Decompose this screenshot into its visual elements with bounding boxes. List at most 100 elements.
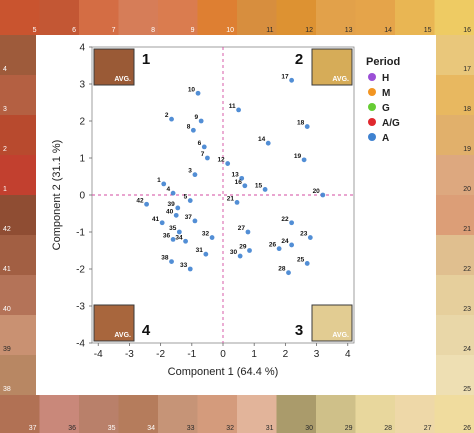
point-label: 29 xyxy=(239,244,247,251)
swatch-chip xyxy=(39,0,79,35)
legend-label: G xyxy=(382,103,390,114)
point-label: 31 xyxy=(196,247,204,254)
point-label: 1 xyxy=(157,177,161,184)
swatch-number: 42 xyxy=(3,226,11,233)
swatch-number: 25 xyxy=(463,386,471,393)
swatch-chip xyxy=(395,395,435,433)
data-point xyxy=(201,144,207,150)
swatch-number: 30 xyxy=(305,425,313,432)
x-tick-label: 3 xyxy=(314,349,320,360)
point-label: 38 xyxy=(161,255,169,262)
swatch-chip xyxy=(434,395,474,433)
y-tick-label: -2 xyxy=(76,265,85,276)
data-point xyxy=(304,124,310,129)
point-label: 15 xyxy=(255,182,263,189)
swatch-number: 39 xyxy=(3,346,11,353)
swatch-chip xyxy=(436,75,474,115)
swatch-number: 26 xyxy=(463,425,471,432)
point-label: 17 xyxy=(281,73,289,80)
data-point xyxy=(169,116,174,122)
x-tick-label: 4 xyxy=(345,349,351,360)
data-point xyxy=(187,266,193,272)
swatch-number: 15 xyxy=(424,27,432,34)
swatch-chip xyxy=(436,235,474,275)
data-point xyxy=(195,90,201,96)
swatch-chip xyxy=(197,0,237,35)
point-label: 16 xyxy=(235,179,243,186)
quadrant-number: 2 xyxy=(295,51,303,68)
data-point xyxy=(245,229,251,235)
swatch-number: 16 xyxy=(463,27,471,34)
y-tick-label: 4 xyxy=(79,43,85,54)
swatch-chip xyxy=(276,0,316,35)
swatch-number: 21 xyxy=(463,226,471,233)
swatch-number: 32 xyxy=(226,425,234,432)
swatch-chip xyxy=(0,235,36,275)
swatch-chip xyxy=(316,0,356,35)
point-label: 7 xyxy=(201,151,205,158)
swatch-number: 28 xyxy=(384,425,392,432)
x-tick-label: 0 xyxy=(220,349,226,360)
data-point xyxy=(289,242,295,248)
swatch-chip xyxy=(0,315,36,355)
data-point xyxy=(286,270,291,276)
quadrant-avg-swatch xyxy=(93,48,135,86)
data-point xyxy=(320,192,326,198)
point-label: 10 xyxy=(188,86,196,93)
point-label: 36 xyxy=(163,232,171,239)
swatch-number: 33 xyxy=(187,425,195,432)
data-point xyxy=(205,155,210,161)
point-label: 13 xyxy=(231,171,239,178)
point-label: 11 xyxy=(229,103,236,110)
swatch-chip xyxy=(0,195,36,235)
data-point xyxy=(242,183,248,189)
data-point xyxy=(144,201,149,207)
data-point xyxy=(183,238,188,244)
quadrant-avg-swatch xyxy=(311,48,353,86)
data-point xyxy=(203,251,209,257)
swatch-number: 37 xyxy=(29,425,37,432)
point-label: 28 xyxy=(278,266,286,273)
swatch-chip xyxy=(436,315,474,355)
swatch-number: 12 xyxy=(305,27,313,34)
swatch-number: 2 xyxy=(3,146,7,153)
data-point xyxy=(169,259,174,264)
swatch-number: 22 xyxy=(463,266,471,273)
point-label: 24 xyxy=(281,238,289,245)
point-label: 19 xyxy=(294,153,302,160)
swatch-chip xyxy=(436,275,474,315)
swatch-number: 34 xyxy=(147,425,155,432)
x-tick-label: -4 xyxy=(94,349,103,360)
legend-label: A/G xyxy=(382,118,400,129)
swatch-number: 29 xyxy=(345,425,353,432)
point-label: 35 xyxy=(169,225,177,232)
quadrant-avg-swatch xyxy=(311,304,353,342)
data-point xyxy=(175,205,181,211)
swatch-chip xyxy=(0,355,36,395)
swatch-chip xyxy=(276,395,316,433)
point-label: 32 xyxy=(202,231,210,238)
y-tick-label: 3 xyxy=(79,80,85,91)
y-axis-label: Component 2 (31.1 %) xyxy=(51,140,63,251)
data-point xyxy=(234,200,240,205)
swatch-chip xyxy=(355,395,395,433)
swatch-chip xyxy=(0,275,36,315)
swatch-number: 14 xyxy=(384,27,392,34)
swatch-number: 19 xyxy=(463,146,471,153)
swatch-number: 23 xyxy=(463,306,471,313)
data-point xyxy=(187,198,193,203)
x-tick-label: -1 xyxy=(187,349,196,360)
point-label: 39 xyxy=(168,201,176,208)
swatch-chip xyxy=(237,395,277,433)
data-point xyxy=(173,212,179,218)
swatch-number: 11 xyxy=(266,27,273,34)
data-point xyxy=(265,140,271,146)
data-point xyxy=(236,107,241,113)
swatch-number: 4 xyxy=(3,66,7,73)
swatch-chip xyxy=(118,0,158,35)
point-label: 5 xyxy=(184,194,188,201)
data-point xyxy=(304,261,310,266)
swatch-chip xyxy=(158,0,198,35)
quadrant-avg-label: AVG. xyxy=(332,76,349,83)
